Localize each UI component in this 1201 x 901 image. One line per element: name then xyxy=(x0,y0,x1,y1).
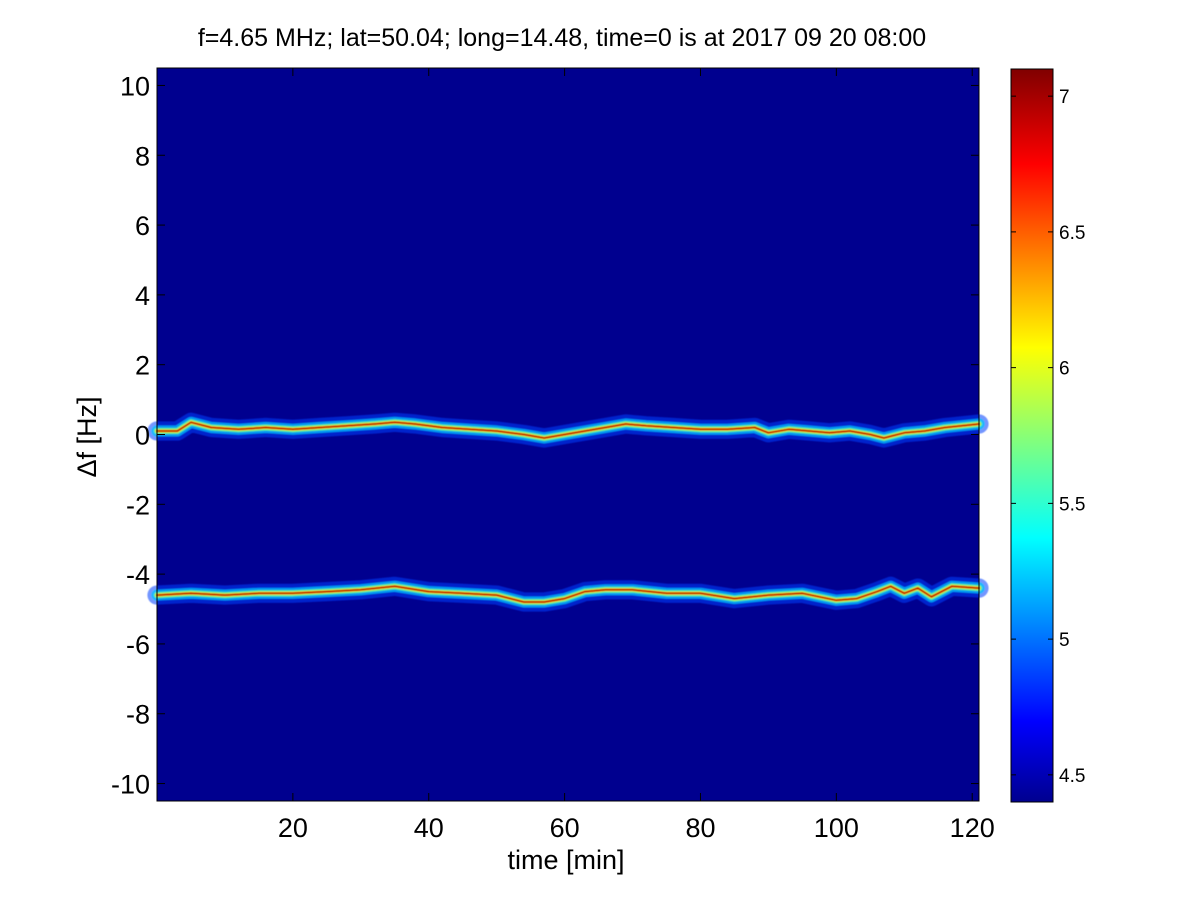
y-tick-label: -6 xyxy=(126,630,150,660)
colorbar xyxy=(1010,68,1054,803)
y-tick-label: -4 xyxy=(126,560,150,590)
y-tick-label: 2 xyxy=(135,351,150,381)
y-axis-ticks: 10 8 6 4 2 0 -2 -4 -6 -8 -10 xyxy=(111,71,979,800)
x-tick-label: 20 xyxy=(278,813,308,843)
y-tick-label: 6 xyxy=(135,211,150,241)
y-tick-label: -2 xyxy=(126,490,150,520)
colorbar-ticks: 7 6.5 6 5.5 5 4.5 xyxy=(1011,87,1085,787)
x-tick-label: 120 xyxy=(950,813,995,843)
x-tick-label: 40 xyxy=(414,813,444,843)
y-axis-label: Δf [Hz] xyxy=(72,396,102,477)
trace-2-layer-5 xyxy=(156,585,980,603)
colorbar-tick-label: 6.5 xyxy=(1059,223,1085,244)
x-axis-label: time [min] xyxy=(507,845,624,875)
y-tick-label: -8 xyxy=(126,700,150,730)
x-tick-label: 80 xyxy=(685,813,715,843)
colorbar-tick-label: 5 xyxy=(1059,630,1070,651)
colorbar-tick-label: 6 xyxy=(1059,359,1070,380)
y-tick-label: 8 xyxy=(135,141,150,171)
colorbar-tick-label: 4.5 xyxy=(1059,766,1085,787)
chart-title: f=4.65 MHz; lat=50.04; long=14.48, time=… xyxy=(198,24,926,52)
colorbar-tick-label: 7 xyxy=(1059,87,1070,108)
signal-traces xyxy=(147,412,989,612)
x-tick-label: 60 xyxy=(550,813,580,843)
y-tick-label: 4 xyxy=(135,281,150,311)
y-tick-label: -10 xyxy=(111,770,150,800)
x-tick-label: 100 xyxy=(814,813,859,843)
y-tick-label: 10 xyxy=(120,71,150,101)
x-axis-ticks: 20 40 60 80 100 120 xyxy=(278,68,995,843)
colorbar-tick-label: 5.5 xyxy=(1059,494,1085,515)
trace-1-layer-5 xyxy=(156,421,980,439)
y-tick-label: 0 xyxy=(135,421,150,451)
